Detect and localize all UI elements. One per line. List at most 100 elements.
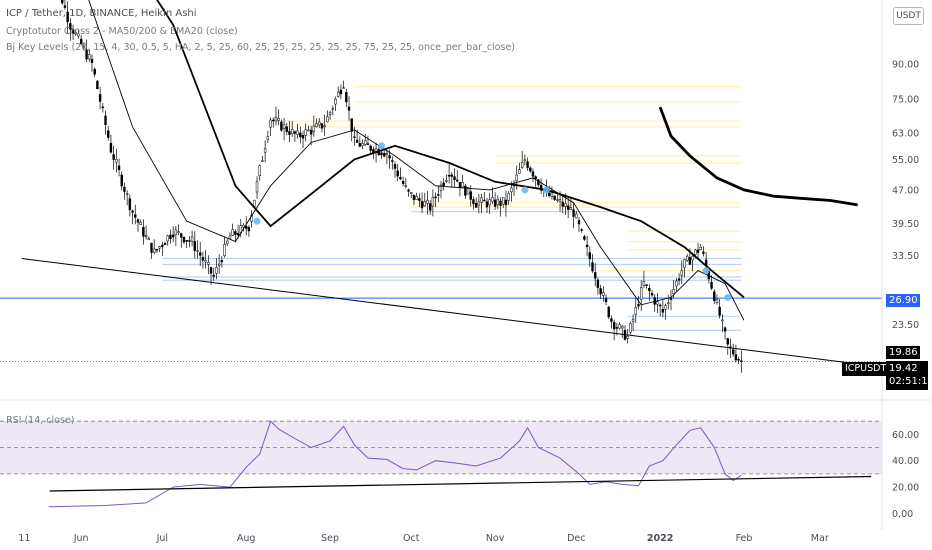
candle-body xyxy=(648,287,651,292)
candle-body xyxy=(117,165,121,170)
candle-body xyxy=(483,199,486,202)
candle-body xyxy=(82,45,86,48)
candle xyxy=(226,239,229,247)
candle xyxy=(272,117,275,128)
candle xyxy=(553,195,556,202)
candle xyxy=(658,303,662,317)
candle xyxy=(304,123,307,142)
candle xyxy=(650,290,654,297)
candle xyxy=(629,321,632,335)
candle-body xyxy=(715,299,719,303)
candle-body xyxy=(566,205,570,210)
candle-body xyxy=(123,186,126,192)
candle-body xyxy=(364,140,367,145)
candle xyxy=(488,193,491,215)
candle-body xyxy=(369,145,372,151)
candle xyxy=(675,278,678,292)
candle-body xyxy=(577,220,581,225)
candle xyxy=(258,164,261,181)
candle-body xyxy=(104,115,107,126)
candle xyxy=(312,115,316,137)
legend-rsi[interactable]: RSI (14, close) xyxy=(6,415,75,426)
candle xyxy=(648,284,651,302)
candle xyxy=(602,286,605,302)
candle xyxy=(439,181,443,199)
candle-body xyxy=(361,143,364,146)
candle xyxy=(653,294,656,312)
legend-symbol[interactable]: ICP / Tether, 1D, BINANCE, Heikin Ashi xyxy=(6,8,197,19)
candle xyxy=(277,109,280,126)
candle xyxy=(326,110,329,123)
candle xyxy=(450,172,454,188)
candle xyxy=(328,110,332,121)
cross-marker xyxy=(724,293,732,301)
candle-body xyxy=(236,233,240,236)
candle xyxy=(174,225,178,246)
candle xyxy=(301,130,305,149)
candle-body xyxy=(90,58,94,63)
candle-body xyxy=(166,235,169,242)
candle xyxy=(393,161,397,178)
rsi-tick-label: 40.00 xyxy=(892,456,919,467)
price-tick-label: 63.00 xyxy=(892,129,919,140)
candle-body xyxy=(328,112,332,115)
candle-body xyxy=(285,126,288,132)
candle xyxy=(185,239,188,249)
candle-body xyxy=(217,263,221,266)
candle-body xyxy=(161,244,164,247)
candle xyxy=(231,223,234,236)
candle xyxy=(569,196,573,210)
candle xyxy=(453,168,456,188)
candle-body xyxy=(193,241,196,251)
candle xyxy=(123,182,126,200)
candle xyxy=(266,130,270,144)
candle xyxy=(215,258,218,280)
candle xyxy=(296,123,299,139)
candle xyxy=(261,156,264,162)
candle xyxy=(207,255,210,275)
rsi-pane[interactable] xyxy=(0,420,882,508)
candle xyxy=(131,209,134,225)
candle xyxy=(77,28,80,39)
candle xyxy=(404,177,408,189)
candle-body xyxy=(282,124,286,129)
candle-body xyxy=(667,302,670,305)
candle xyxy=(485,197,489,214)
candle xyxy=(196,240,199,259)
candle-body xyxy=(696,249,700,253)
legend-ma-indicator[interactable]: Cryptotutor Cross 2 - MA50/200 & EMA20 (… xyxy=(6,26,238,37)
candle xyxy=(604,294,608,306)
candle-body xyxy=(407,189,410,192)
legend-key-levels[interactable]: Bj Key Levels (20, 15, 4, 30, 0.5, 5, HA… xyxy=(6,42,515,53)
candle-body xyxy=(723,327,727,332)
candle-body xyxy=(245,226,248,229)
candle-body xyxy=(564,203,567,207)
candle-body xyxy=(602,292,605,296)
candle-body xyxy=(85,49,88,60)
candle-body xyxy=(77,33,80,37)
candle xyxy=(147,236,151,240)
price-axis[interactable]: 90.00 75.00 63.00 55.00 47.00 39.50 33.50 23.50… xyxy=(18,0,919,544)
candle-body xyxy=(185,240,188,242)
candle-body xyxy=(710,282,713,289)
candle xyxy=(447,164,451,184)
rsi-line xyxy=(48,420,742,508)
cross-marker xyxy=(702,267,710,275)
candle-body xyxy=(637,304,640,307)
candle-body xyxy=(640,287,643,300)
candle-body xyxy=(396,170,399,177)
candle xyxy=(320,122,324,133)
candle xyxy=(607,305,610,320)
candle-body xyxy=(74,32,77,35)
price-pane[interactable] xyxy=(0,0,882,373)
candle xyxy=(418,193,421,208)
candle-body xyxy=(561,201,564,207)
candle-body xyxy=(88,54,91,60)
currency-button[interactable]: USDT xyxy=(893,7,924,25)
candle xyxy=(623,325,627,341)
candle xyxy=(139,219,142,225)
time-tick-label: Mar xyxy=(811,533,829,544)
candle-body xyxy=(266,136,270,140)
candle-body xyxy=(491,197,494,202)
